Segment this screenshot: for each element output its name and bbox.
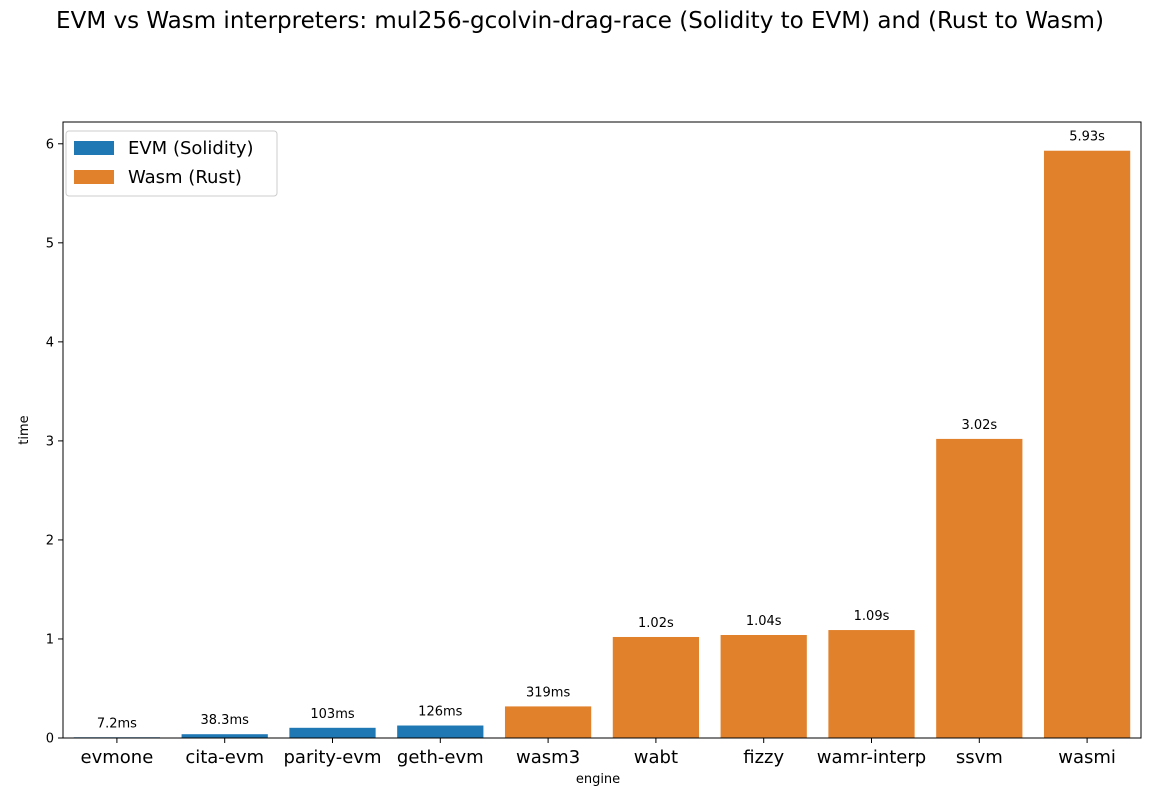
- data-label-wasmi: 5.93s: [1069, 130, 1105, 145]
- data-label-cita-evm: 38.3ms: [201, 713, 250, 728]
- legend-swatch: [74, 141, 114, 155]
- bar-wasm3: [504, 706, 592, 738]
- legend: EVM (Solidity) Wasm (Rust): [65, 130, 278, 197]
- bar-cita-evm: [181, 734, 268, 738]
- legend-swatch: [74, 170, 114, 184]
- y-tick-label: 2: [46, 533, 54, 548]
- legend-label: Wasm (Rust): [128, 167, 242, 188]
- y-tick-label: 0: [46, 732, 54, 747]
- data-label-parity-evm: 103ms: [310, 707, 354, 722]
- data-label-geth-evm: 126ms: [418, 705, 462, 720]
- y-axis-label: time: [17, 415, 32, 444]
- bar-ssvm: [936, 438, 1023, 738]
- x-tick-label-geth-evm: geth-evm: [397, 747, 484, 768]
- bar-wasmi: [1043, 150, 1131, 738]
- x-tick-label-wabt: wabt: [634, 747, 678, 768]
- x-tick-label-wamr-interp: wamr-interp: [817, 747, 926, 768]
- x-tick-label-cita-evm: cita-evm: [185, 747, 264, 768]
- x-tick-label-fizzy: fizzy: [743, 747, 784, 768]
- data-label-fizzy: 1.04s: [746, 614, 782, 629]
- y-tick-label: 4: [46, 335, 54, 350]
- bar-wabt: [612, 636, 700, 738]
- bar-wamr-interp: [828, 630, 915, 738]
- y-tick-label: 1: [46, 632, 54, 647]
- y-tick-label: 3: [46, 434, 54, 449]
- data-label-wasm3: 319ms: [526, 685, 570, 700]
- data-label-wamr-interp: 1.09s: [854, 609, 890, 624]
- x-tick-label-ssvm: ssvm: [956, 747, 1003, 768]
- y-tick-label: 6: [46, 137, 54, 152]
- bar-fizzy: [720, 635, 807, 738]
- chart-title: EVM vs Wasm interpreters: mul256-gcolvin…: [56, 8, 1104, 34]
- x-tick-label-wasm3: wasm3: [516, 747, 580, 768]
- legend-label: EVM (Solidity): [128, 138, 254, 159]
- legend-box: [65, 130, 278, 197]
- y-tick-label: 5: [46, 236, 54, 251]
- x-tick-label-wasmi: wasmi: [1058, 747, 1116, 768]
- data-label-evmone: 7.2ms: [97, 716, 137, 731]
- x-axis-label: engine: [576, 772, 620, 787]
- x-tick-label-evmone: evmone: [81, 747, 154, 768]
- x-tick-label-parity-evm: parity-evm: [283, 747, 381, 768]
- bar-geth-evm: [397, 725, 484, 738]
- data-label-wabt: 1.02s: [638, 616, 674, 631]
- bar-parity-evm: [289, 727, 376, 738]
- data-label-ssvm: 3.02s: [961, 418, 997, 433]
- plot-area: 7.2ms 38.3ms 103ms 126ms 319ms 1.02s 1.04s 1.09…: [46, 121, 1142, 768]
- plot-frame: [62, 121, 1142, 739]
